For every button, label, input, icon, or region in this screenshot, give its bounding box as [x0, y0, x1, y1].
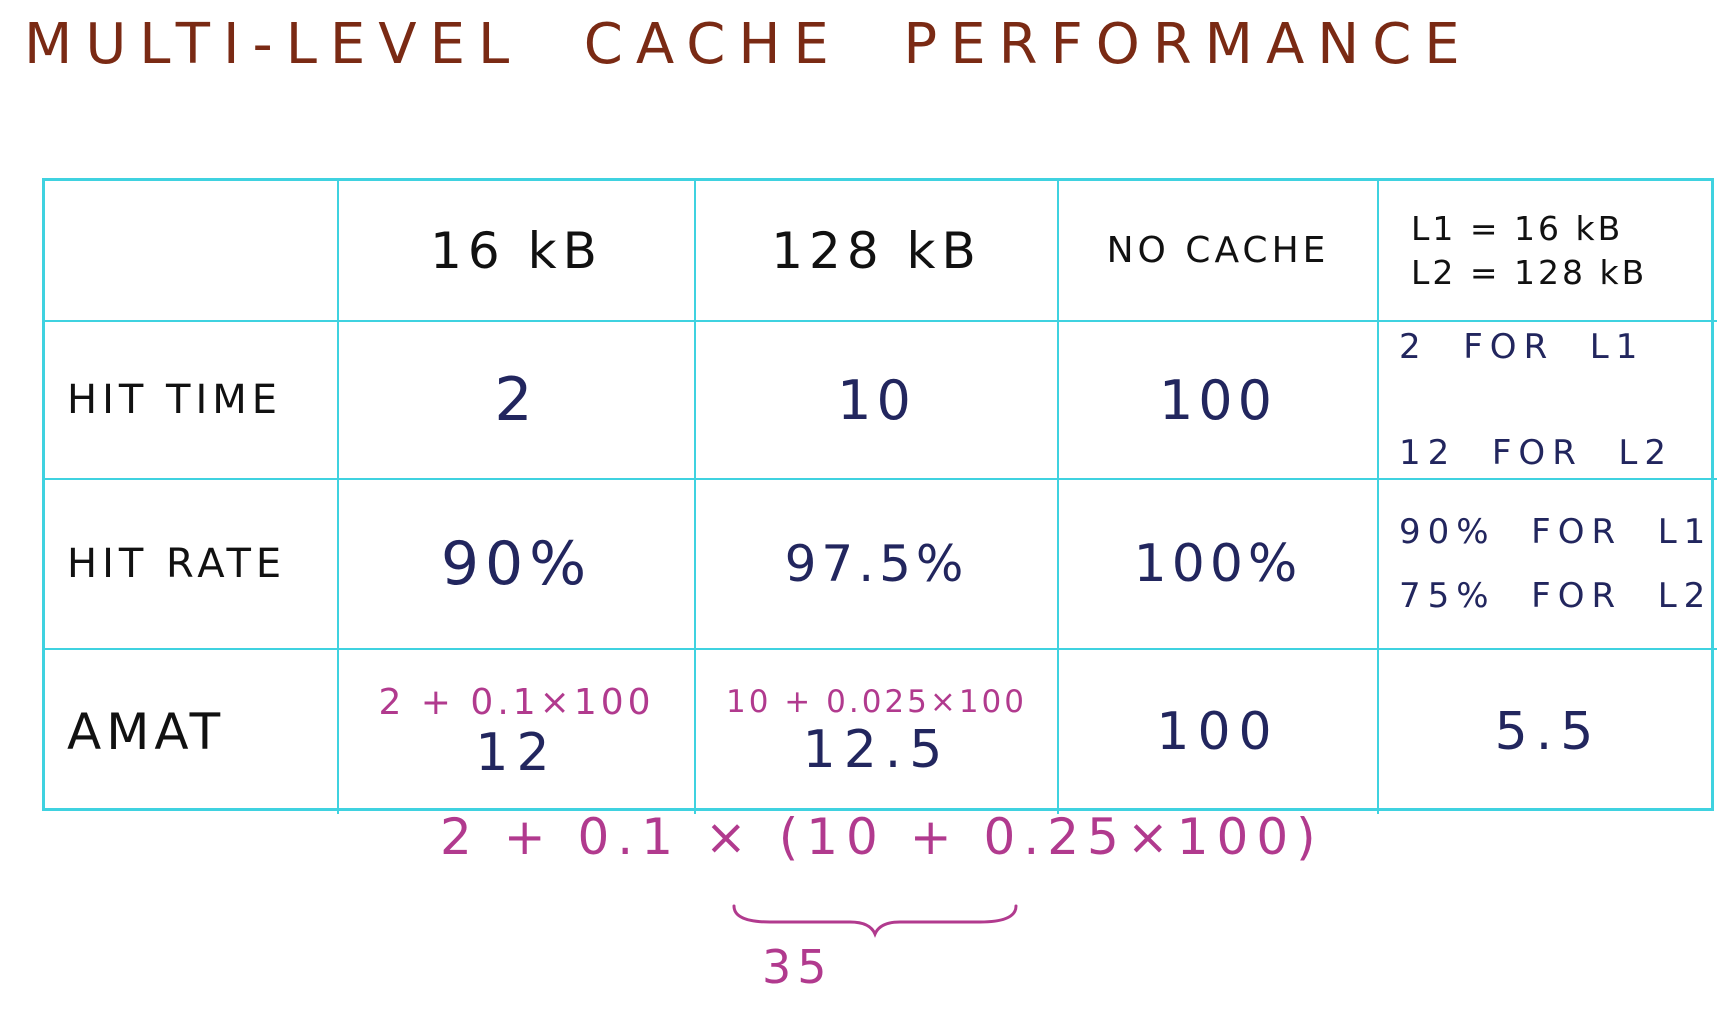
underbrace-icon: [732, 904, 1018, 938]
row-label-cell-hit-time: HIT TIME: [45, 322, 339, 480]
header-128kb: 128 kB: [771, 221, 982, 280]
hit-rate-cell-no-cache: 100%: [1059, 480, 1379, 650]
hit-time-l2: 12 FOR L2: [1399, 433, 1674, 473]
hit-time-cell-combo: 2 FOR L1 12 FOR L2: [1379, 322, 1717, 480]
hit-rate-no-cache: 100%: [1133, 534, 1303, 594]
page-title: MULTI-LEVEL CACHE PERFORMANCE: [24, 12, 1473, 77]
row-label-cell-amat: AMAT: [45, 650, 339, 814]
amat-cell-no-cache: 100: [1059, 650, 1379, 814]
amat-combo: 5.5: [1494, 702, 1602, 762]
header-l1-size: L1 = 16 kB: [1411, 208, 1624, 248]
header-cell-16kb: 16 kB: [339, 181, 696, 322]
row-label-cell-hit-rate: HIT RATE: [45, 480, 339, 650]
amat-no-cache: 100: [1156, 702, 1280, 762]
hit-time-no-cache: 100: [1158, 368, 1278, 432]
row-label-amat: AMAT: [67, 703, 226, 761]
header-16kb: 16 kB: [430, 221, 603, 280]
hit-time-l1: 2 FOR L1: [1399, 327, 1645, 367]
hit-time-128kb: 10: [837, 368, 916, 432]
hit-rate-cell-16kb: 90%: [339, 480, 696, 650]
header-empty-cell: [45, 181, 339, 322]
hit-rate-l1: 90% FOR L1: [1399, 512, 1713, 552]
header-no-cache: NO CACHE: [1106, 230, 1330, 271]
hit-rate-16kb: 90%: [440, 529, 593, 599]
hit-rate-128kb: 97.5%: [784, 535, 969, 593]
hit-time-16kb: 2: [494, 365, 539, 435]
brace-result: 35: [762, 940, 833, 994]
header-cell-128kb: 128 kB: [696, 181, 1059, 322]
header-cell-combo: L1 = 16 kB L2 = 128 kB: [1379, 181, 1717, 322]
hit-time-cell-16kb: 2: [339, 322, 696, 480]
hit-time-cell-no-cache: 100: [1059, 322, 1379, 480]
hit-rate-cell-combo: 90% FOR L1 75% FOR L2: [1379, 480, 1717, 650]
amat-cell-combo: 5.5: [1379, 650, 1717, 814]
amat-cell-128kb: 10 + 0.025×100 12.5: [696, 650, 1059, 814]
combined-amat-formula: 2 + 0.1 × (10 + 0.25×100): [440, 808, 1324, 866]
amat-formula-128kb: 10 + 0.025×100: [725, 684, 1028, 720]
amat-128kb: 12.5: [802, 720, 951, 780]
row-label-hit-time: HIT TIME: [67, 377, 283, 423]
header-l2-size: L2 = 128 kB: [1411, 252, 1648, 292]
amat-16kb: 12: [475, 722, 558, 783]
row-label-hit-rate: HIT RATE: [67, 541, 287, 587]
header-cell-no-cache: NO CACHE: [1059, 181, 1379, 322]
hit-rate-l2: 75% FOR L2: [1399, 576, 1713, 616]
hit-time-cell-128kb: 10: [696, 322, 1059, 480]
amat-cell-16kb: 2 + 0.1×100 12: [339, 650, 696, 814]
hit-rate-cell-128kb: 97.5%: [696, 480, 1059, 650]
amat-formula-16kb: 2 + 0.1×100: [378, 681, 655, 723]
cache-performance-table: 16 kB 128 kB NO CACHE L1 = 16 kB L2 = 12…: [42, 178, 1717, 814]
